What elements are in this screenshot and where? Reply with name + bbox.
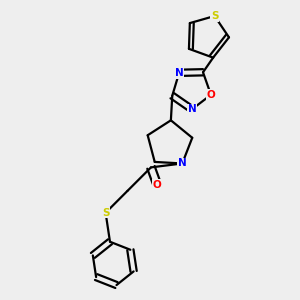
Text: N: N [178,158,187,169]
Text: S: S [211,11,218,21]
Text: N: N [175,68,184,78]
Text: O: O [153,180,162,190]
Text: O: O [207,90,215,100]
Text: S: S [102,208,110,218]
Text: N: N [188,104,196,114]
